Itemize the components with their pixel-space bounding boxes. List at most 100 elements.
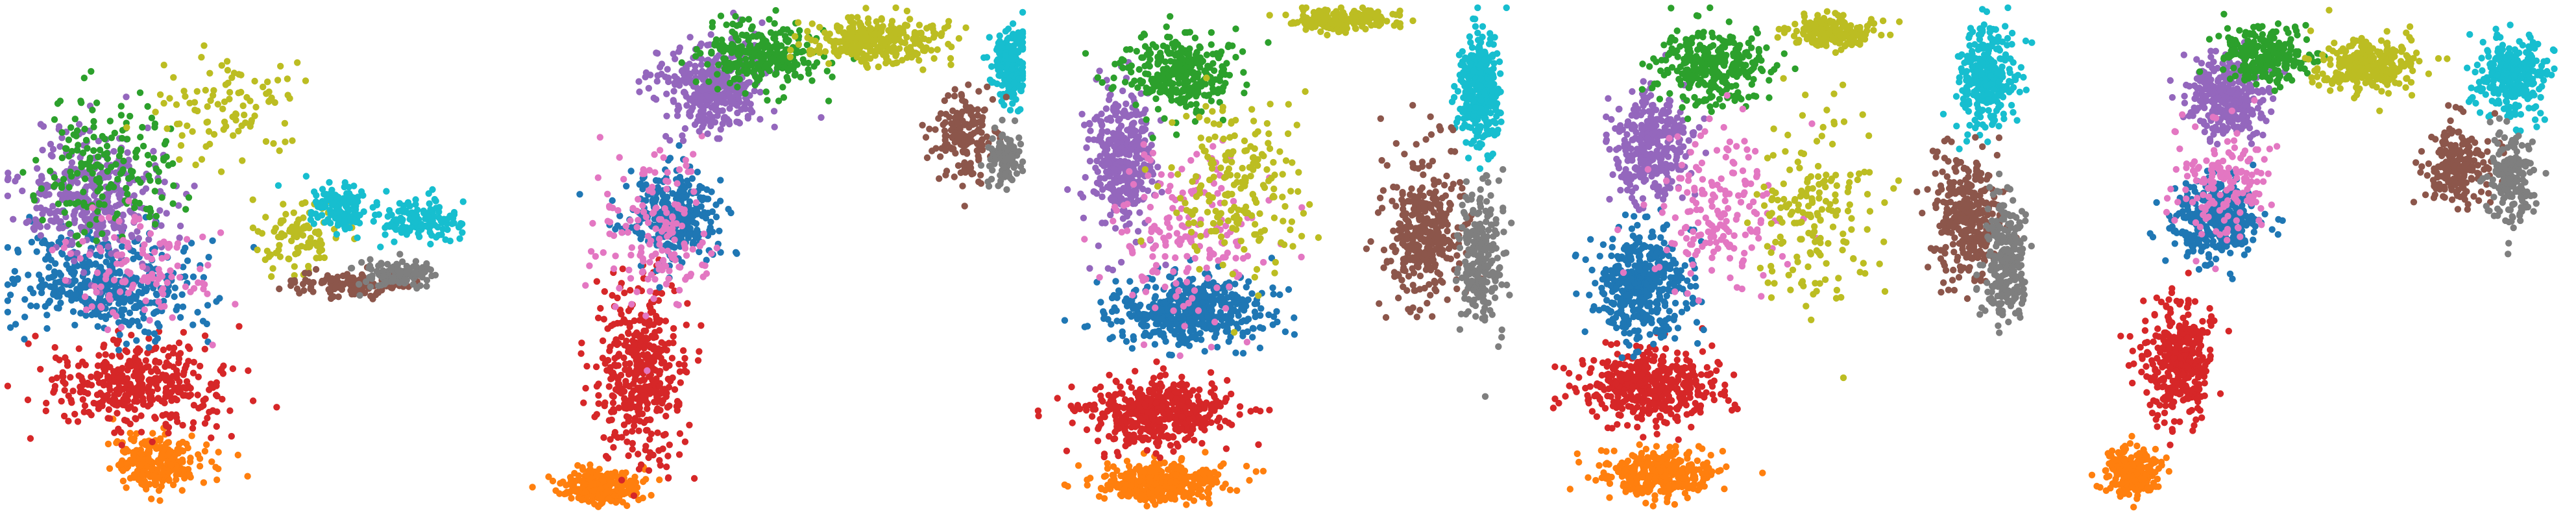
scatter-point: [6, 324, 14, 331]
scatter-point: [675, 166, 683, 173]
scatter-point: [203, 119, 210, 126]
scatter-point: [170, 74, 177, 81]
scatter-point: [653, 312, 660, 320]
scatter-point: [624, 228, 631, 236]
scatter-point: [766, 67, 773, 75]
scatter-point: [738, 43, 746, 50]
scatter-point: [800, 59, 808, 66]
scatter-point: [590, 487, 597, 495]
scatter-point: [600, 249, 607, 256]
scatter-point: [683, 273, 690, 280]
scatter-point: [140, 315, 147, 322]
scatter-point: [725, 90, 733, 97]
scatter-point: [815, 45, 823, 53]
scatter-point: [4, 281, 12, 288]
scatter-point: [642, 397, 650, 405]
scatter-point: [986, 76, 994, 84]
scatter-point: [726, 66, 734, 73]
scatter-point: [993, 57, 1001, 65]
scatter-point: [165, 362, 173, 369]
scatter-point: [204, 414, 211, 422]
scatter-point: [98, 215, 105, 222]
scatter-point: [781, 64, 788, 71]
scatter-point: [119, 467, 127, 475]
scatter-point: [1002, 93, 1010, 101]
scatter-point: [616, 284, 623, 292]
series-orange: [529, 461, 663, 510]
scatter-point: [134, 317, 141, 325]
scatter-point: [867, 55, 874, 62]
scatter-point: [726, 105, 733, 112]
scatter-point: [914, 50, 921, 58]
scatter-point: [639, 202, 646, 209]
scatter-point: [978, 136, 986, 143]
scatter-point: [226, 407, 234, 414]
scatter-point: [204, 302, 212, 309]
scatter-point: [106, 296, 114, 303]
scatter-point: [328, 186, 335, 193]
scatter-point: [126, 309, 134, 317]
scatter-point: [875, 63, 882, 71]
scatter-point: [644, 275, 651, 283]
scatter-point: [277, 62, 284, 70]
scatter-point: [111, 129, 118, 137]
scatter-point: [384, 260, 391, 268]
scatter-point: [117, 374, 124, 381]
scatter-point: [673, 220, 680, 227]
scatter-point: [155, 168, 162, 175]
scatter-point: [127, 430, 134, 437]
scatter-point: [874, 43, 882, 51]
scatter-point: [149, 438, 156, 445]
scatter-point: [626, 382, 633, 390]
scatter-point: [180, 328, 188, 336]
scatter-point: [229, 365, 237, 373]
scatter-point: [93, 230, 101, 237]
scatter-point: [978, 142, 986, 149]
scatter-point: [609, 291, 616, 299]
scatter-point: [644, 367, 651, 375]
scatter-point: [74, 179, 81, 186]
scatter-point: [130, 217, 138, 225]
scatter-point: [652, 290, 659, 297]
scatter-point: [74, 418, 82, 425]
scatter-point: [743, 97, 751, 105]
scatter-point: [182, 206, 189, 213]
scatter-point: [714, 112, 721, 119]
scatter-point: [986, 34, 993, 41]
scatter-point: [759, 19, 766, 27]
scatter-point: [707, 31, 714, 38]
scatter-point: [262, 138, 270, 145]
scatter-point: [182, 93, 189, 100]
scatter-point: [758, 56, 765, 64]
scatter-point: [78, 211, 85, 219]
series-red: [4, 323, 280, 449]
scatter-point: [733, 250, 740, 257]
scatter-point: [403, 277, 410, 284]
scatter-point: [375, 282, 382, 290]
scatter-point: [194, 308, 201, 316]
scatter-point: [640, 327, 648, 334]
scatter-point: [110, 183, 117, 191]
scatter-point: [151, 123, 158, 131]
scatter-point: [862, 5, 869, 12]
scatter-point: [943, 132, 950, 140]
scatter-point: [677, 229, 684, 236]
scatter-point: [583, 363, 590, 370]
scatter-point: [834, 22, 841, 30]
scatter-point: [130, 304, 138, 312]
scatter-point: [117, 366, 125, 374]
scatter-point: [664, 178, 672, 185]
scatter-point: [576, 191, 583, 198]
scatter-point: [281, 232, 288, 239]
scatter-point: [144, 349, 151, 356]
scatter-point: [444, 216, 451, 223]
scatter-point: [640, 376, 648, 384]
scatter-point: [398, 258, 406, 265]
scatter-point: [19, 169, 27, 176]
scatter-point: [4, 308, 12, 315]
scatter-point: [132, 354, 139, 361]
scatter-point: [663, 186, 670, 193]
scatter-point: [187, 454, 194, 462]
scatter-point: [568, 495, 575, 502]
scatter-point: [223, 123, 230, 130]
